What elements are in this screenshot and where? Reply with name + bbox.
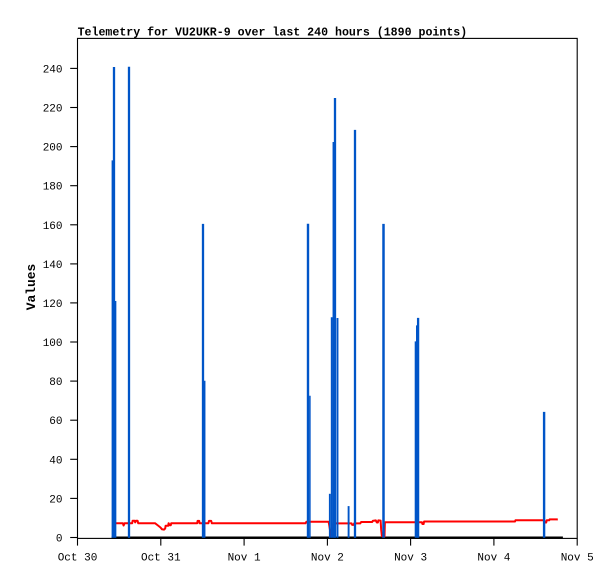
svg-text:Nov 4: Nov 4 [477, 552, 510, 564]
svg-text:240: 240 [43, 64, 63, 76]
svg-text:80: 80 [49, 377, 62, 389]
svg-text:220: 220 [43, 104, 63, 116]
svg-text:140: 140 [43, 260, 63, 272]
svg-text:120: 120 [43, 299, 63, 311]
svg-text:Nov 2: Nov 2 [311, 552, 344, 564]
svg-text:Values: Values [24, 264, 39, 310]
svg-text:Nov 3: Nov 3 [394, 552, 427, 564]
svg-text:40: 40 [49, 455, 62, 467]
svg-text:160: 160 [43, 221, 63, 233]
svg-text:60: 60 [49, 416, 62, 428]
svg-text:0: 0 [56, 534, 63, 546]
svg-text:20: 20 [49, 494, 62, 506]
svg-text:200: 200 [43, 143, 63, 155]
svg-text:Oct 30: Oct 30 [58, 552, 98, 564]
svg-text:100: 100 [43, 338, 63, 350]
svg-text:Nov 1: Nov 1 [228, 552, 261, 564]
svg-text:Oct 31: Oct 31 [141, 552, 181, 564]
svg-text:Telemetry for VU2UKR-9 over la: Telemetry for VU2UKR-9 over last 240 hou… [78, 27, 468, 40]
svg-text:180: 180 [43, 182, 63, 194]
svg-text:Nov 5: Nov 5 [561, 552, 594, 564]
